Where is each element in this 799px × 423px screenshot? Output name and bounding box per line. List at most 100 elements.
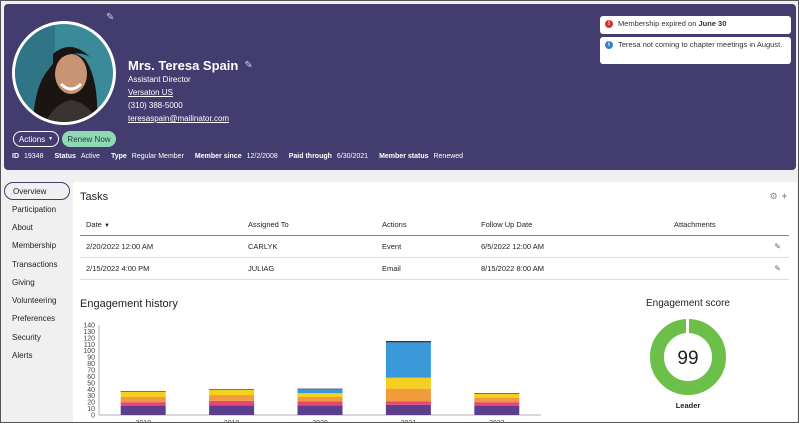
sidebar-item-volunteering[interactable]: Volunteering xyxy=(12,296,57,306)
bar-segment xyxy=(209,389,255,396)
bar-segment xyxy=(120,402,166,406)
column-header-actions[interactable]: Actions xyxy=(382,220,407,229)
meta-key: Paid through xyxy=(288,153,332,160)
x-tick-label: 2021 xyxy=(401,420,417,423)
info-icon: i xyxy=(605,41,613,49)
sort-desc-icon: ▼ xyxy=(103,223,110,229)
tasks-table: Date ▼ Assigned To Actions Follow Up Dat… xyxy=(80,214,789,280)
engagement-history-title: Engagement history xyxy=(80,298,178,310)
y-tick-label: 30 xyxy=(87,393,95,400)
column-header-attachments[interactable]: Attachments xyxy=(674,220,716,229)
y-tick-label: 40 xyxy=(87,387,95,394)
sidebar-item-about[interactable]: About xyxy=(12,222,33,232)
organization-link[interactable]: Versaton US xyxy=(128,88,173,97)
y-tick-label: 140 xyxy=(83,323,95,330)
bar-segment xyxy=(474,397,520,403)
edit-name-icon[interactable]: ✎ xyxy=(244,60,253,71)
x-tick-label: 2020 xyxy=(312,420,328,423)
bar-segment xyxy=(385,404,431,415)
column-header-date[interactable]: Date ▼ xyxy=(80,220,248,229)
actions-label: Actions xyxy=(18,134,46,144)
meta-key: ID xyxy=(12,153,19,160)
y-tick-label: 60 xyxy=(87,374,95,381)
sidebar-item-security[interactable]: Security xyxy=(12,332,41,342)
edit-row-icon[interactable]: ✎ xyxy=(774,242,781,251)
bar-segment xyxy=(209,395,255,401)
bar-segment xyxy=(474,406,520,415)
bar-segment xyxy=(474,393,520,394)
cell-assigned-to: CARLYK xyxy=(248,242,278,251)
profile-sidebar-nav: Overview Participation About Membership … xyxy=(4,182,70,365)
error-icon: ! xyxy=(605,20,613,28)
bar-segment xyxy=(120,391,166,392)
x-tick-label: 2022 xyxy=(489,420,505,423)
engagement-score-title: Engagement score xyxy=(646,298,730,309)
bar-segment xyxy=(209,389,255,390)
x-tick-label: 2019 xyxy=(224,420,240,423)
bar-segment xyxy=(120,406,166,415)
sidebar-item-alerts[interactable]: Alerts xyxy=(12,351,33,361)
y-tick-label: 120 xyxy=(83,335,95,342)
bar-segment xyxy=(385,401,431,405)
alert-text: Membership expired on xyxy=(618,19,699,28)
sidebar-item-membership[interactable]: Membership xyxy=(12,241,57,251)
bar-segment xyxy=(297,397,343,402)
y-tick-label: 10 xyxy=(87,406,95,413)
sidebar-item-preferences[interactable]: Preferences xyxy=(12,314,56,324)
sidebar-item-transactions[interactable]: Transactions xyxy=(12,259,58,269)
engagement-score-donut: 99 xyxy=(650,318,726,395)
bar-segment xyxy=(297,389,343,394)
meta-value: Active xyxy=(80,153,100,160)
membership-expired-alert[interactable]: ! Membership expired on June 30 xyxy=(600,16,791,34)
y-tick-label: 70 xyxy=(87,368,95,375)
meta-key: Member status xyxy=(379,153,429,160)
y-tick-label: 90 xyxy=(87,355,95,362)
column-header-follow-up-date[interactable]: Follow Up Date xyxy=(481,220,533,229)
bar-segment xyxy=(209,405,255,415)
phone-number: (310) 388-5000 xyxy=(128,101,183,110)
edit-row-icon[interactable]: ✎ xyxy=(774,264,781,273)
actions-dropdown-button[interactable]: Actions ▼ xyxy=(13,131,59,147)
note-alert[interactable]: i Teresa not coming to chapter meetings … xyxy=(600,37,791,64)
meta-value: 6/30/2021 xyxy=(336,153,369,160)
settings-gear-icon[interactable]: ⚙ xyxy=(769,191,778,201)
bar-segment xyxy=(120,397,166,403)
cell-follow-up-date: 6/5/2022 12:00 AM xyxy=(481,242,544,251)
email-link[interactable]: teresaspain@mailinator.com xyxy=(128,114,230,123)
renew-now-button[interactable]: Renew Now xyxy=(62,131,116,147)
y-tick-label: 50 xyxy=(87,380,95,387)
table-header-row: Date ▼ Assigned To Actions Follow Up Dat… xyxy=(80,214,789,236)
sidebar-item-overview[interactable]: Overview xyxy=(4,182,70,200)
meta-value: 12/2/2008 xyxy=(246,153,278,160)
tasks-toolbar: ⚙ + xyxy=(770,191,787,202)
meta-key: Member since xyxy=(194,153,242,160)
bar-segment xyxy=(385,342,431,378)
score-ring-gap xyxy=(686,318,689,334)
member-name: Mrs. Teresa Spain xyxy=(128,58,239,73)
edit-photo-icon[interactable]: ✎ xyxy=(106,12,115,23)
bar-segment xyxy=(297,393,343,397)
alert-date: June 30 xyxy=(698,19,727,28)
cell-action: Event xyxy=(382,242,402,251)
cell-date: 2/20/2022 12:00 AM xyxy=(86,242,154,251)
table-row[interactable]: 2/15/2022 4:00 PM JULIAG Email 8/15/2022… xyxy=(80,258,789,280)
member-meta-bar: ID 19348 Status Active Type Regular Member … xyxy=(12,153,469,160)
table-row[interactable]: 2/20/2022 12:00 AM CARLYK Event 6/5/2022… xyxy=(80,236,789,258)
cell-action: Email xyxy=(382,264,401,273)
add-task-icon[interactable]: + xyxy=(781,191,787,201)
tasks-title: Tasks xyxy=(80,191,109,203)
sidebar-item-giving[interactable]: Giving xyxy=(12,277,35,287)
y-tick-label: 130 xyxy=(83,329,95,336)
y-tick-label: 110 xyxy=(84,342,95,349)
x-tick-label: 2018 xyxy=(135,420,151,423)
meta-key: Status xyxy=(54,153,76,160)
y-tick-label: 80 xyxy=(87,361,95,368)
avatar[interactable] xyxy=(12,21,116,125)
column-header-assigned-to[interactable]: Assigned To xyxy=(248,220,289,229)
y-tick-label: 20 xyxy=(87,400,95,407)
y-tick-label: 0 xyxy=(91,413,95,420)
sidebar-item-participation[interactable]: Participation xyxy=(12,204,57,214)
caret-down-icon: ▼ xyxy=(48,136,54,142)
